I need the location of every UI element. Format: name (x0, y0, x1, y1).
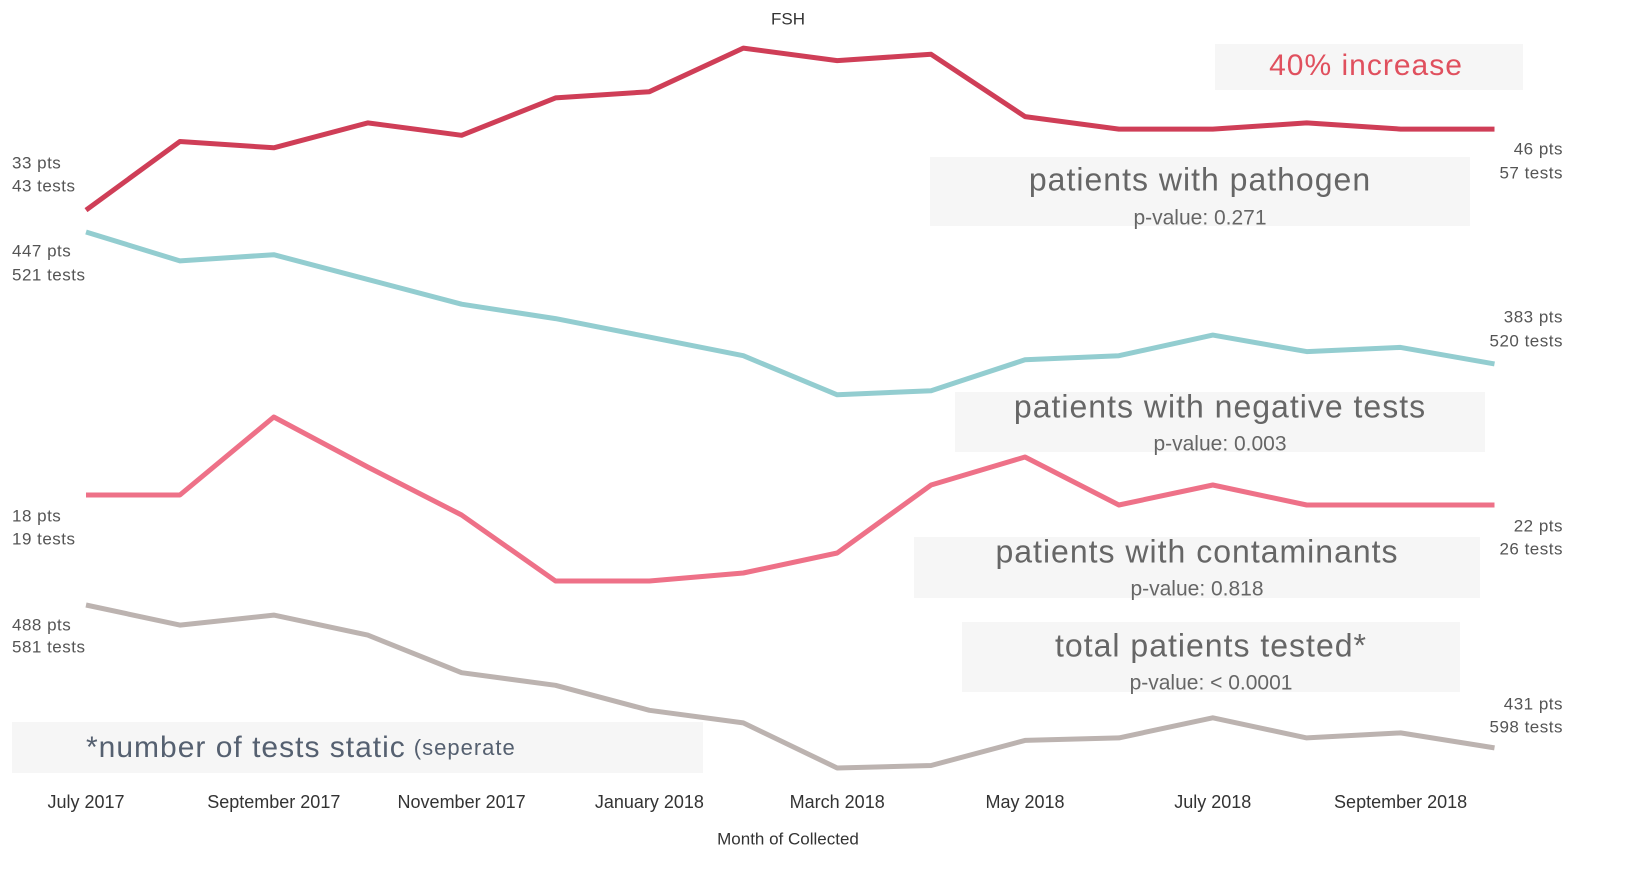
start-label: 19 tests (12, 529, 76, 548)
end-label: 520 tests (1490, 331, 1564, 350)
end-label: 383 pts (1504, 307, 1563, 326)
end-label: 598 tests (1490, 717, 1564, 736)
x-axis-label: Month of Collected (717, 829, 859, 848)
annotation-box (1215, 44, 1523, 90)
end-label: 57 tests (1499, 163, 1563, 182)
label-box (955, 392, 1485, 452)
series-name: patients with contaminants (995, 533, 1398, 569)
x-tick-label: January 2018 (595, 792, 704, 812)
start-label: 33 pts (12, 153, 61, 172)
annotation: 40% increase (1269, 49, 1463, 82)
end-label: 46 pts (1514, 139, 1563, 158)
series-line (85, 602, 1495, 771)
end-label: 26 tests (1499, 539, 1563, 558)
start-label: 521 tests (12, 265, 86, 284)
series-line (85, 229, 1495, 398)
x-tick-label: July 2017 (47, 792, 124, 812)
label-box (930, 157, 1470, 226)
x-tick-label: September 2018 (1334, 792, 1467, 812)
start-label: 18 pts (12, 506, 61, 525)
series-line (84, 45, 1495, 213)
footnote-text: *number of tests static (86, 731, 406, 764)
p-value: p-value: < 0.0001 (1130, 672, 1293, 695)
series-name: patients with pathogen (1029, 161, 1371, 197)
start-label: 488 pts (12, 615, 71, 634)
series-name: total patients tested* (1055, 627, 1367, 663)
x-tick-label: November 2017 (398, 792, 526, 812)
x-tick-label: May 2018 (985, 792, 1064, 812)
end-label: 22 pts (1514, 516, 1563, 535)
series-name: patients with negative tests (1014, 388, 1426, 424)
footnote-note: (seperate (414, 735, 516, 760)
label-box (914, 537, 1480, 598)
end-label: 431 pts (1504, 694, 1563, 713)
start-label: 447 pts (12, 241, 71, 260)
label-box (962, 622, 1460, 692)
p-value: p-value: 0.818 (1130, 578, 1263, 601)
p-value: p-value: 0.003 (1153, 433, 1286, 456)
p-value: p-value: 0.271 (1133, 207, 1266, 230)
start-label: 581 tests (12, 637, 86, 656)
x-tick-label: March 2018 (790, 792, 885, 812)
x-tick-label: July 2018 (1174, 792, 1251, 812)
start-label: 43 tests (12, 176, 76, 195)
footnote: *number of tests static (seperate (86, 731, 516, 764)
series-line (86, 414, 1495, 584)
chart-title: FSH (771, 9, 805, 28)
x-tick-label: September 2017 (207, 792, 340, 812)
footnote-box (12, 722, 703, 773)
